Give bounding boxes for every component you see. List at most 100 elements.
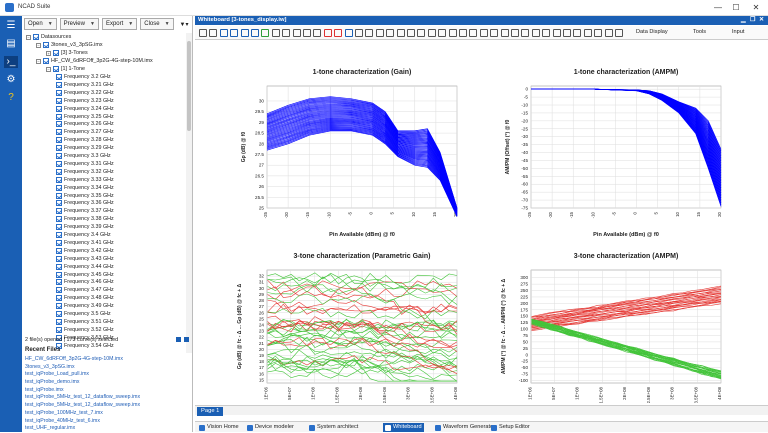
checkbox[interactable] — [56, 279, 62, 286]
close-icon[interactable]: ✕ — [759, 17, 765, 23]
menu-icon[interactable]: ☰ — [6, 20, 16, 31]
tree-item-frequency[interactable]: Frequency 3.41 GHz — [56, 239, 114, 247]
checkbox[interactable] — [56, 97, 62, 104]
checkbox[interactable] — [56, 216, 62, 223]
tree-item-frequency[interactable]: Frequency 3.46 GHz — [56, 278, 114, 286]
remove-icon[interactable] — [184, 337, 189, 342]
tree-item-frequency[interactable]: Frequency 3.2 GHz — [56, 73, 111, 81]
toolbar-icon[interactable] — [396, 29, 405, 37]
toolbar-icon[interactable] — [375, 29, 384, 37]
toolbar-icon[interactable] — [323, 29, 332, 37]
checkbox[interactable] — [43, 42, 49, 48]
checkbox[interactable] — [56, 318, 62, 325]
recent-file-link[interactable]: test_iqProbe_Load_pull.imx — [25, 371, 90, 378]
scrollbar-thumb[interactable] — [187, 41, 191, 131]
add-icon[interactable] — [176, 337, 181, 342]
checkbox[interactable] — [56, 287, 62, 294]
gear-icon[interactable]: ⚙ — [6, 74, 16, 85]
checkbox[interactable] — [56, 334, 62, 341]
tree-node-group[interactable]: + [3] 3-Tones — [46, 49, 88, 57]
checkbox[interactable] — [56, 255, 62, 262]
checkbox[interactable] — [56, 311, 62, 317]
tree-item-frequency[interactable]: Frequency 3.36 GHz — [56, 199, 114, 207]
tree-item-frequency[interactable]: Frequency 3.33 GHz — [56, 176, 114, 184]
terminal-icon[interactable]: ›_ — [4, 56, 18, 68]
toolbar-icon[interactable] — [271, 29, 280, 37]
recent-file-link[interactable]: test_UHF_regular.imx — [25, 425, 76, 432]
checkbox[interactable] — [56, 89, 62, 96]
tree-item-frequency[interactable]: Frequency 3.27 GHz — [56, 128, 114, 136]
checkbox[interactable] — [56, 74, 62, 80]
minimize-icon[interactable]: ▁ — [741, 17, 746, 23]
toolbar-icon[interactable] — [563, 29, 571, 37]
folder-icon[interactable]: ▤ — [6, 38, 16, 49]
checkbox[interactable] — [56, 121, 62, 128]
tree-item-frequency[interactable]: Frequency 3.37 GHz — [56, 207, 114, 215]
recent-file-link[interactable]: HF_CW_6dRFOff_3p2G-4G-step-10M.imx — [25, 356, 123, 362]
tree-item-frequency[interactable]: Frequency 3.39 GHz — [56, 223, 114, 231]
recent-file-link[interactable]: test_iqProbe_5MHz_test_12_dataflow_sweep… — [25, 402, 141, 409]
tree-node-root[interactable]: − Datasources — [26, 33, 71, 41]
toolbar-icon[interactable] — [594, 29, 603, 37]
tree-item-frequency[interactable]: Frequency 3.43 GHz — [56, 255, 114, 263]
toolbar-icon[interactable] — [261, 29, 270, 37]
tree-item-frequency[interactable]: Frequency 3.51 GHz — [56, 318, 114, 326]
bottom-tab[interactable]: System architect — [309, 423, 358, 432]
toolbar-icon[interactable] — [552, 29, 561, 37]
checkbox[interactable] — [56, 81, 62, 88]
checkbox[interactable] — [56, 342, 62, 349]
checkbox[interactable] — [56, 113, 62, 120]
toolbar-icon[interactable] — [459, 29, 467, 37]
tree-item-frequency[interactable]: Frequency 3.48 GHz — [56, 294, 114, 302]
recent-file-link[interactable]: test_iqProbe_demo.imx — [25, 379, 80, 386]
toolbar-icon[interactable] — [448, 29, 457, 37]
toolbar-icon[interactable] — [511, 29, 519, 37]
checkbox[interactable] — [56, 295, 62, 302]
toolbar-icon[interactable] — [407, 29, 415, 37]
checkbox[interactable] — [56, 137, 62, 144]
checkbox[interactable] — [56, 145, 62, 152]
checkbox[interactable] — [43, 58, 49, 64]
recent-file-link[interactable]: test_iqProbe.imx — [25, 386, 64, 393]
checkbox[interactable] — [56, 326, 62, 333]
tree-item-frequency[interactable]: Frequency 3.45 GHz — [56, 271, 114, 279]
data-display-menu[interactable]: Data Display — [636, 29, 668, 35]
export-dropdown[interactable]: Export ▼ — [101, 18, 138, 30]
tree-item-frequency[interactable]: Frequency 3.38 GHz — [56, 215, 114, 223]
tree-item-frequency[interactable]: Frequency 3.28 GHz — [56, 136, 114, 144]
toolbar-icon[interactable] — [199, 29, 207, 37]
checkbox[interactable] — [56, 176, 62, 183]
toolbar-icon[interactable] — [479, 29, 488, 37]
toolbar-icon[interactable] — [469, 29, 478, 37]
close-dropdown[interactable]: Close ▼ — [140, 18, 174, 30]
expand-icon[interactable]: + — [46, 50, 51, 56]
toolbar-icon[interactable] — [490, 29, 499, 37]
tree-item-frequency[interactable]: Frequency 3.31 GHz — [56, 160, 114, 168]
tree-item-frequency[interactable]: Frequency 3.3 GHz — [56, 152, 111, 160]
tree-item-frequency[interactable]: Frequency 3.44 GHz — [56, 263, 114, 271]
bottom-tab[interactable]: Vision Home — [199, 423, 239, 432]
toolbar-icon[interactable] — [334, 29, 343, 37]
tree-item-frequency[interactable]: Frequency 3.54 GHz — [56, 342, 114, 350]
toolbar-icon[interactable] — [219, 29, 228, 37]
tree-item-frequency[interactable]: Frequency 3.24 GHz — [56, 105, 114, 113]
collapse-icon[interactable]: − — [46, 66, 51, 72]
tree-item-frequency[interactable]: Frequency 3.47 GHz — [56, 286, 114, 294]
recent-file-link[interactable]: test_iqProbe_5MHz_test_12_dataflow_sweep… — [25, 394, 141, 401]
maximize-button[interactable]: ☐ — [732, 3, 740, 12]
toolbar-icon[interactable] — [209, 29, 218, 37]
toolbar-icon[interactable] — [386, 29, 395, 37]
tree-node-file[interactable]: − HF_CW_6dRFOff_3p2G-4G-step-10M.imx — [36, 57, 153, 65]
checkbox[interactable] — [56, 232, 62, 238]
toolbar-icon[interactable] — [251, 29, 259, 37]
checkbox[interactable] — [33, 34, 39, 40]
toolbar-icon[interactable] — [427, 29, 436, 37]
toolbar-icon[interactable] — [542, 29, 551, 37]
bottom-tab[interactable]: Whiteboard — [383, 423, 424, 432]
tree-item-frequency[interactable]: Frequency 3.42 GHz — [56, 247, 114, 255]
checkbox[interactable] — [56, 263, 62, 270]
checkbox[interactable] — [56, 208, 62, 215]
checkbox[interactable] — [56, 224, 62, 231]
collapse-icon[interactable]: − — [36, 42, 41, 48]
checkbox[interactable] — [53, 50, 59, 56]
